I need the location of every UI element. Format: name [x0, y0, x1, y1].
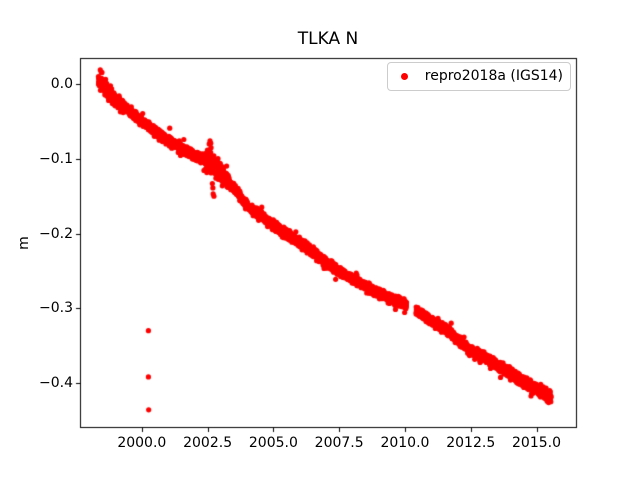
x-tick-label: 2007.5	[314, 435, 364, 451]
legend-label: repro2018a (IGS14)	[424, 68, 563, 84]
x-tick-label: 2000.0	[117, 435, 167, 451]
x-tick-label: 2005.0	[248, 435, 298, 451]
x-tick-label: 2015.0	[512, 435, 562, 451]
x-tick-label: 2010.0	[380, 435, 430, 451]
chart-title: TLKA N	[297, 29, 359, 49]
y-tick-label: −0.2	[39, 225, 73, 242]
y-tick-label: −0.1	[39, 150, 73, 167]
y-tick-label: 0.0	[50, 76, 73, 93]
x-tick-label: 2012.5	[446, 435, 496, 451]
legend: repro2018a (IGS14)	[386, 62, 571, 91]
x-tick-label: 2002.5	[183, 435, 233, 451]
y-tick-label: −0.3	[39, 300, 73, 317]
y-tick-label: −0.4	[39, 374, 73, 391]
legend-dot-icon	[400, 72, 408, 80]
